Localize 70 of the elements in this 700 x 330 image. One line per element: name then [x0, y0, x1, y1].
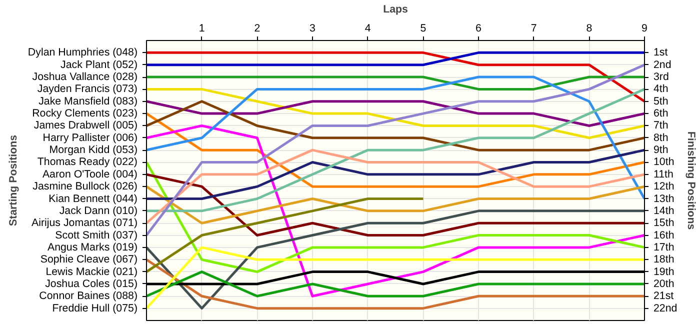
category-label: Aaron O'Toole (004) [42, 168, 138, 180]
line-series [146, 148, 644, 200]
y-tick-label: 1st [654, 46, 668, 59]
category-label: Lewis Mackie (021) [46, 266, 138, 278]
line-series [146, 76, 644, 200]
category-label: Jack Plant (052) [60, 58, 138, 71]
y-tick-label: 16th [654, 229, 674, 242]
y-tick-label: 22nd [654, 302, 678, 314]
y-tick-label: 10th [654, 156, 674, 168]
line-series [146, 124, 644, 298]
line-series [146, 173, 644, 237]
y-tick-label: 3rd [654, 71, 669, 84]
category-label: Scott Smith (037) [55, 229, 138, 242]
y-tick-label: 6th [654, 108, 668, 120]
category-label: James Drabwell (005) [34, 120, 138, 132]
category-label: Jack Dann (010) [59, 204, 138, 217]
line-series [146, 160, 644, 274]
category-label: Harry Pallister (006) [42, 132, 138, 144]
y-tick-label: 20th [654, 278, 674, 290]
category-label: Joshua Vallance (028) [32, 71, 138, 84]
x-tick-label: 4 [364, 22, 371, 34]
category-label: Jayden Francis (073) [37, 83, 138, 96]
category-label: Kian Bennett (044) [48, 192, 138, 205]
y-tick-label: 7th [654, 120, 668, 132]
y-tick-label: 17th [654, 241, 674, 254]
category-label: Morgan Kidd (053) [49, 144, 138, 156]
category-label: Connor Baines (088) [39, 290, 138, 302]
category-label: Rocky Clements (023) [32, 108, 138, 120]
category-label: Jake Mansfield (083) [38, 95, 138, 108]
category-label: Dylan Humphries (048) [28, 46, 138, 59]
x-tick-label: 3 [310, 22, 316, 34]
y-tick-label: 11th [654, 168, 674, 180]
y-tick-label: 19th [654, 266, 674, 278]
y-tick-label: 13th [654, 192, 674, 205]
y-tick-label: 5th [654, 95, 668, 108]
category-label: Sophie Cleave (067) [40, 254, 138, 266]
y-tick-label: 14th [654, 204, 674, 217]
x-axis-title: Laps [383, 4, 408, 16]
category-label: Joshua Coles (015) [45, 278, 138, 290]
y-tick-label: 8th [654, 132, 668, 144]
category-label: Freddie Hull (075) [52, 302, 138, 314]
category-label: Thomas Ready (022) [37, 156, 138, 168]
y-tick-label: 15th [654, 217, 674, 230]
y-tick-label: 21st [654, 290, 674, 302]
y-tick-label: 9th [654, 144, 668, 156]
line-series [146, 112, 644, 188]
y-tick-label: 18th [654, 254, 674, 266]
x-tick-label: 1 [198, 22, 205, 34]
line-series [146, 88, 644, 212]
line-series [146, 148, 644, 224]
category-label: Angus Marks (019) [47, 241, 138, 254]
x-tick-label: 5 [420, 22, 426, 34]
line-series [146, 88, 644, 140]
y-tick-label: 12th [654, 180, 674, 193]
x-tick-label: 8 [586, 22, 592, 34]
x-tick-label: 2 [254, 22, 260, 34]
y2-axis-title: Finishing Positions [685, 131, 698, 230]
category-label: Airijus Jomantas (071) [31, 217, 138, 230]
line-series [146, 185, 644, 224]
y-tick-label: 4th [654, 83, 668, 96]
line-series [146, 64, 644, 237]
x-tick-label: 9 [642, 22, 648, 34]
category-label: Jasmine Bullock (026) [32, 180, 138, 193]
line-series [146, 100, 644, 152]
line-series [146, 210, 644, 310]
y-tick-label: 2nd [654, 58, 672, 71]
x-tick-label: 6 [476, 22, 482, 34]
line-series [146, 198, 424, 274]
x-tick-label: 7 [530, 22, 537, 34]
text: Starting Positions [8, 134, 20, 226]
